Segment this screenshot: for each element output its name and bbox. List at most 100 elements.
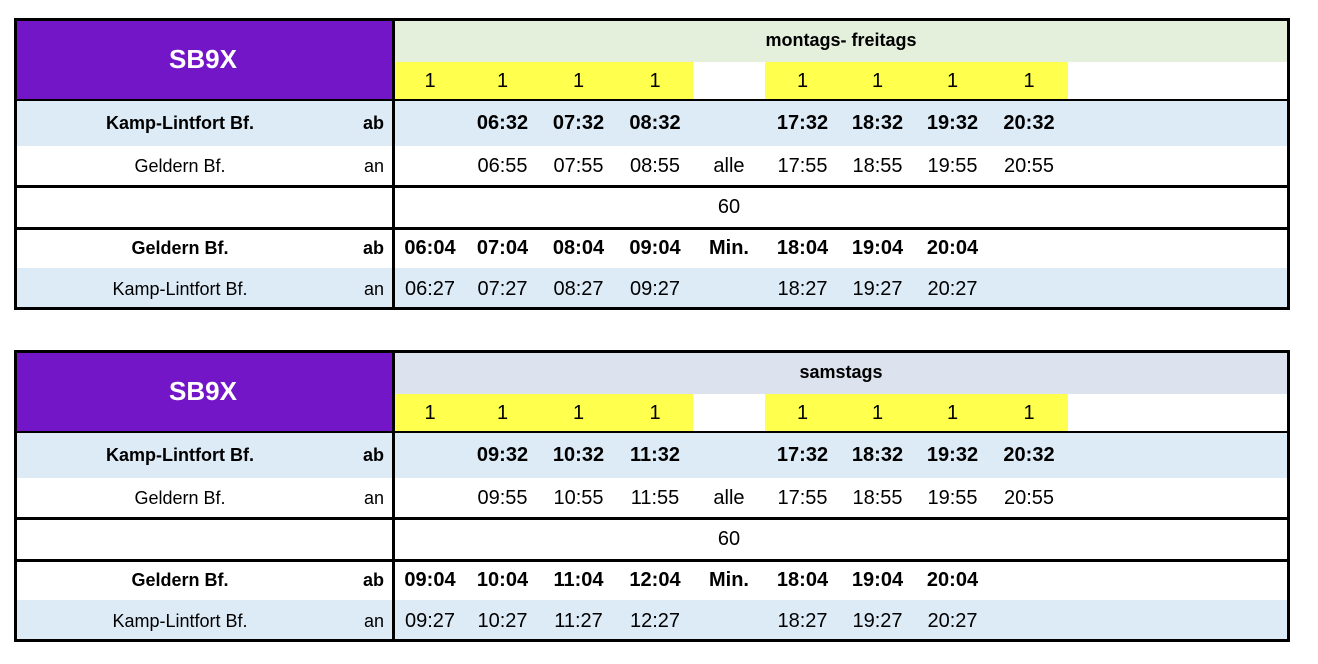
border bbox=[392, 350, 395, 642]
row-bg bbox=[14, 518, 1290, 560]
border bbox=[14, 517, 1290, 520]
row-bg bbox=[14, 268, 1290, 310]
stop-type: ab bbox=[362, 237, 384, 258]
note-cell: 1 bbox=[395, 394, 465, 432]
stop-name: Kamp-Lintfort Bf. bbox=[106, 112, 254, 133]
border bbox=[14, 350, 1290, 642]
time-cell: 19:27 bbox=[852, 277, 903, 300]
border bbox=[14, 99, 1290, 101]
border bbox=[14, 559, 1290, 562]
row-bg bbox=[14, 600, 1290, 642]
time-cell: 06:32 bbox=[476, 111, 529, 134]
time-cell: 19:27 bbox=[852, 609, 903, 632]
time-cell: 07:27 bbox=[477, 277, 528, 300]
time-cell: 20:55 bbox=[1003, 154, 1055, 177]
stop-name: Kamp-Lintfort Bf. bbox=[106, 444, 254, 465]
time-cell: 06:27 bbox=[404, 277, 456, 300]
stop-type: ab bbox=[362, 112, 384, 133]
row-bg bbox=[14, 560, 1290, 600]
time-cell: 17:32 bbox=[776, 111, 829, 134]
time-cell: 09:32 bbox=[476, 443, 529, 466]
time-cell: 18:55 bbox=[852, 154, 903, 177]
time-cell: 20:27 bbox=[927, 609, 978, 632]
note-cell: 1 bbox=[840, 62, 915, 100]
time-cell: 09:27 bbox=[629, 277, 681, 300]
note-cell: 1 bbox=[540, 394, 617, 432]
stop-type: ab bbox=[362, 444, 384, 465]
stop-type: an bbox=[363, 278, 384, 299]
time-cell: alle bbox=[713, 154, 745, 177]
time-cell: 17:55 bbox=[777, 154, 828, 177]
time-cell: alle bbox=[713, 486, 745, 509]
time-cell: 08:55 bbox=[629, 154, 681, 177]
note-cell: 1 bbox=[765, 62, 840, 100]
note-cell: 1 bbox=[617, 394, 693, 432]
time-cell: 20:32 bbox=[1003, 111, 1055, 134]
line-cell: SB9X bbox=[14, 18, 392, 100]
time-cell: 10:55 bbox=[553, 486, 604, 509]
note-cell: 1 bbox=[990, 62, 1068, 100]
time-cell: 12:04 bbox=[629, 568, 681, 591]
time-cell: 07:55 bbox=[553, 154, 604, 177]
time-cell: 18:27 bbox=[777, 609, 828, 632]
stop-type: an bbox=[363, 155, 384, 176]
time-cell: 11:04 bbox=[553, 568, 604, 591]
time-cell: 19:55 bbox=[927, 486, 978, 509]
time-cell: 09:04 bbox=[404, 568, 456, 591]
note-cell: 1 bbox=[465, 62, 540, 100]
note-cell: 1 bbox=[990, 394, 1068, 432]
time-cell: 18:55 bbox=[852, 486, 903, 509]
row-bg bbox=[14, 100, 1290, 146]
time-cell: 06:55 bbox=[477, 154, 528, 177]
header-bg bbox=[392, 350, 1290, 394]
border bbox=[14, 18, 1290, 310]
time-cell: 17:32 bbox=[776, 443, 829, 466]
row-bg bbox=[14, 432, 1290, 478]
header-bg bbox=[392, 18, 1290, 62]
time-cell: 19:32 bbox=[926, 443, 979, 466]
time-cell: 10:32 bbox=[552, 443, 605, 466]
stop-type: an bbox=[363, 610, 384, 631]
stop-name: Geldern Bf. bbox=[131, 569, 229, 590]
days-header: montags- freitags bbox=[765, 29, 917, 50]
border bbox=[14, 431, 1290, 433]
time-cell: 08:27 bbox=[553, 277, 604, 300]
time-cell: 10:27 bbox=[477, 609, 528, 632]
time-cell: Min. bbox=[709, 568, 749, 591]
time-cell: 09:27 bbox=[404, 609, 456, 632]
time-cell: 19:32 bbox=[926, 111, 979, 134]
note-cell: 1 bbox=[915, 394, 990, 432]
days-header: samstags bbox=[799, 361, 883, 382]
time-cell: 19:55 bbox=[927, 154, 978, 177]
time-cell: 18:04 bbox=[776, 236, 829, 259]
time-cell: 18:32 bbox=[851, 111, 904, 134]
time-cell: 07:32 bbox=[552, 111, 605, 134]
time-cell: 18:27 bbox=[777, 277, 828, 300]
stop-name: Kamp-Lintfort Bf. bbox=[112, 278, 248, 299]
row-bg bbox=[14, 478, 1290, 518]
stop-type: an bbox=[363, 487, 384, 508]
note-cell: 1 bbox=[915, 62, 990, 100]
stop-name: Kamp-Lintfort Bf. bbox=[112, 610, 248, 631]
time-cell: 07:04 bbox=[476, 236, 529, 259]
time-cell: 11:27 bbox=[554, 609, 603, 632]
time-cell: 10:04 bbox=[476, 568, 529, 591]
time-cell: 08:04 bbox=[552, 236, 605, 259]
line-cell: SB9X bbox=[14, 350, 392, 432]
time-cell: 18:32 bbox=[851, 443, 904, 466]
row-bg bbox=[14, 146, 1290, 186]
note-cell: 1 bbox=[540, 62, 617, 100]
time-cell: 20:04 bbox=[926, 568, 979, 591]
border bbox=[14, 227, 1290, 230]
row-bg bbox=[14, 186, 1290, 228]
note-cell: 1 bbox=[840, 394, 915, 432]
time-cell: 60 bbox=[717, 527, 741, 550]
row-bg bbox=[14, 228, 1290, 268]
time-cell: 17:55 bbox=[777, 486, 828, 509]
time-cell: 11:55 bbox=[630, 486, 680, 509]
time-cell: 09:55 bbox=[477, 486, 528, 509]
note-cell: 1 bbox=[395, 62, 465, 100]
note-cell: 1 bbox=[465, 394, 540, 432]
border bbox=[392, 18, 395, 310]
